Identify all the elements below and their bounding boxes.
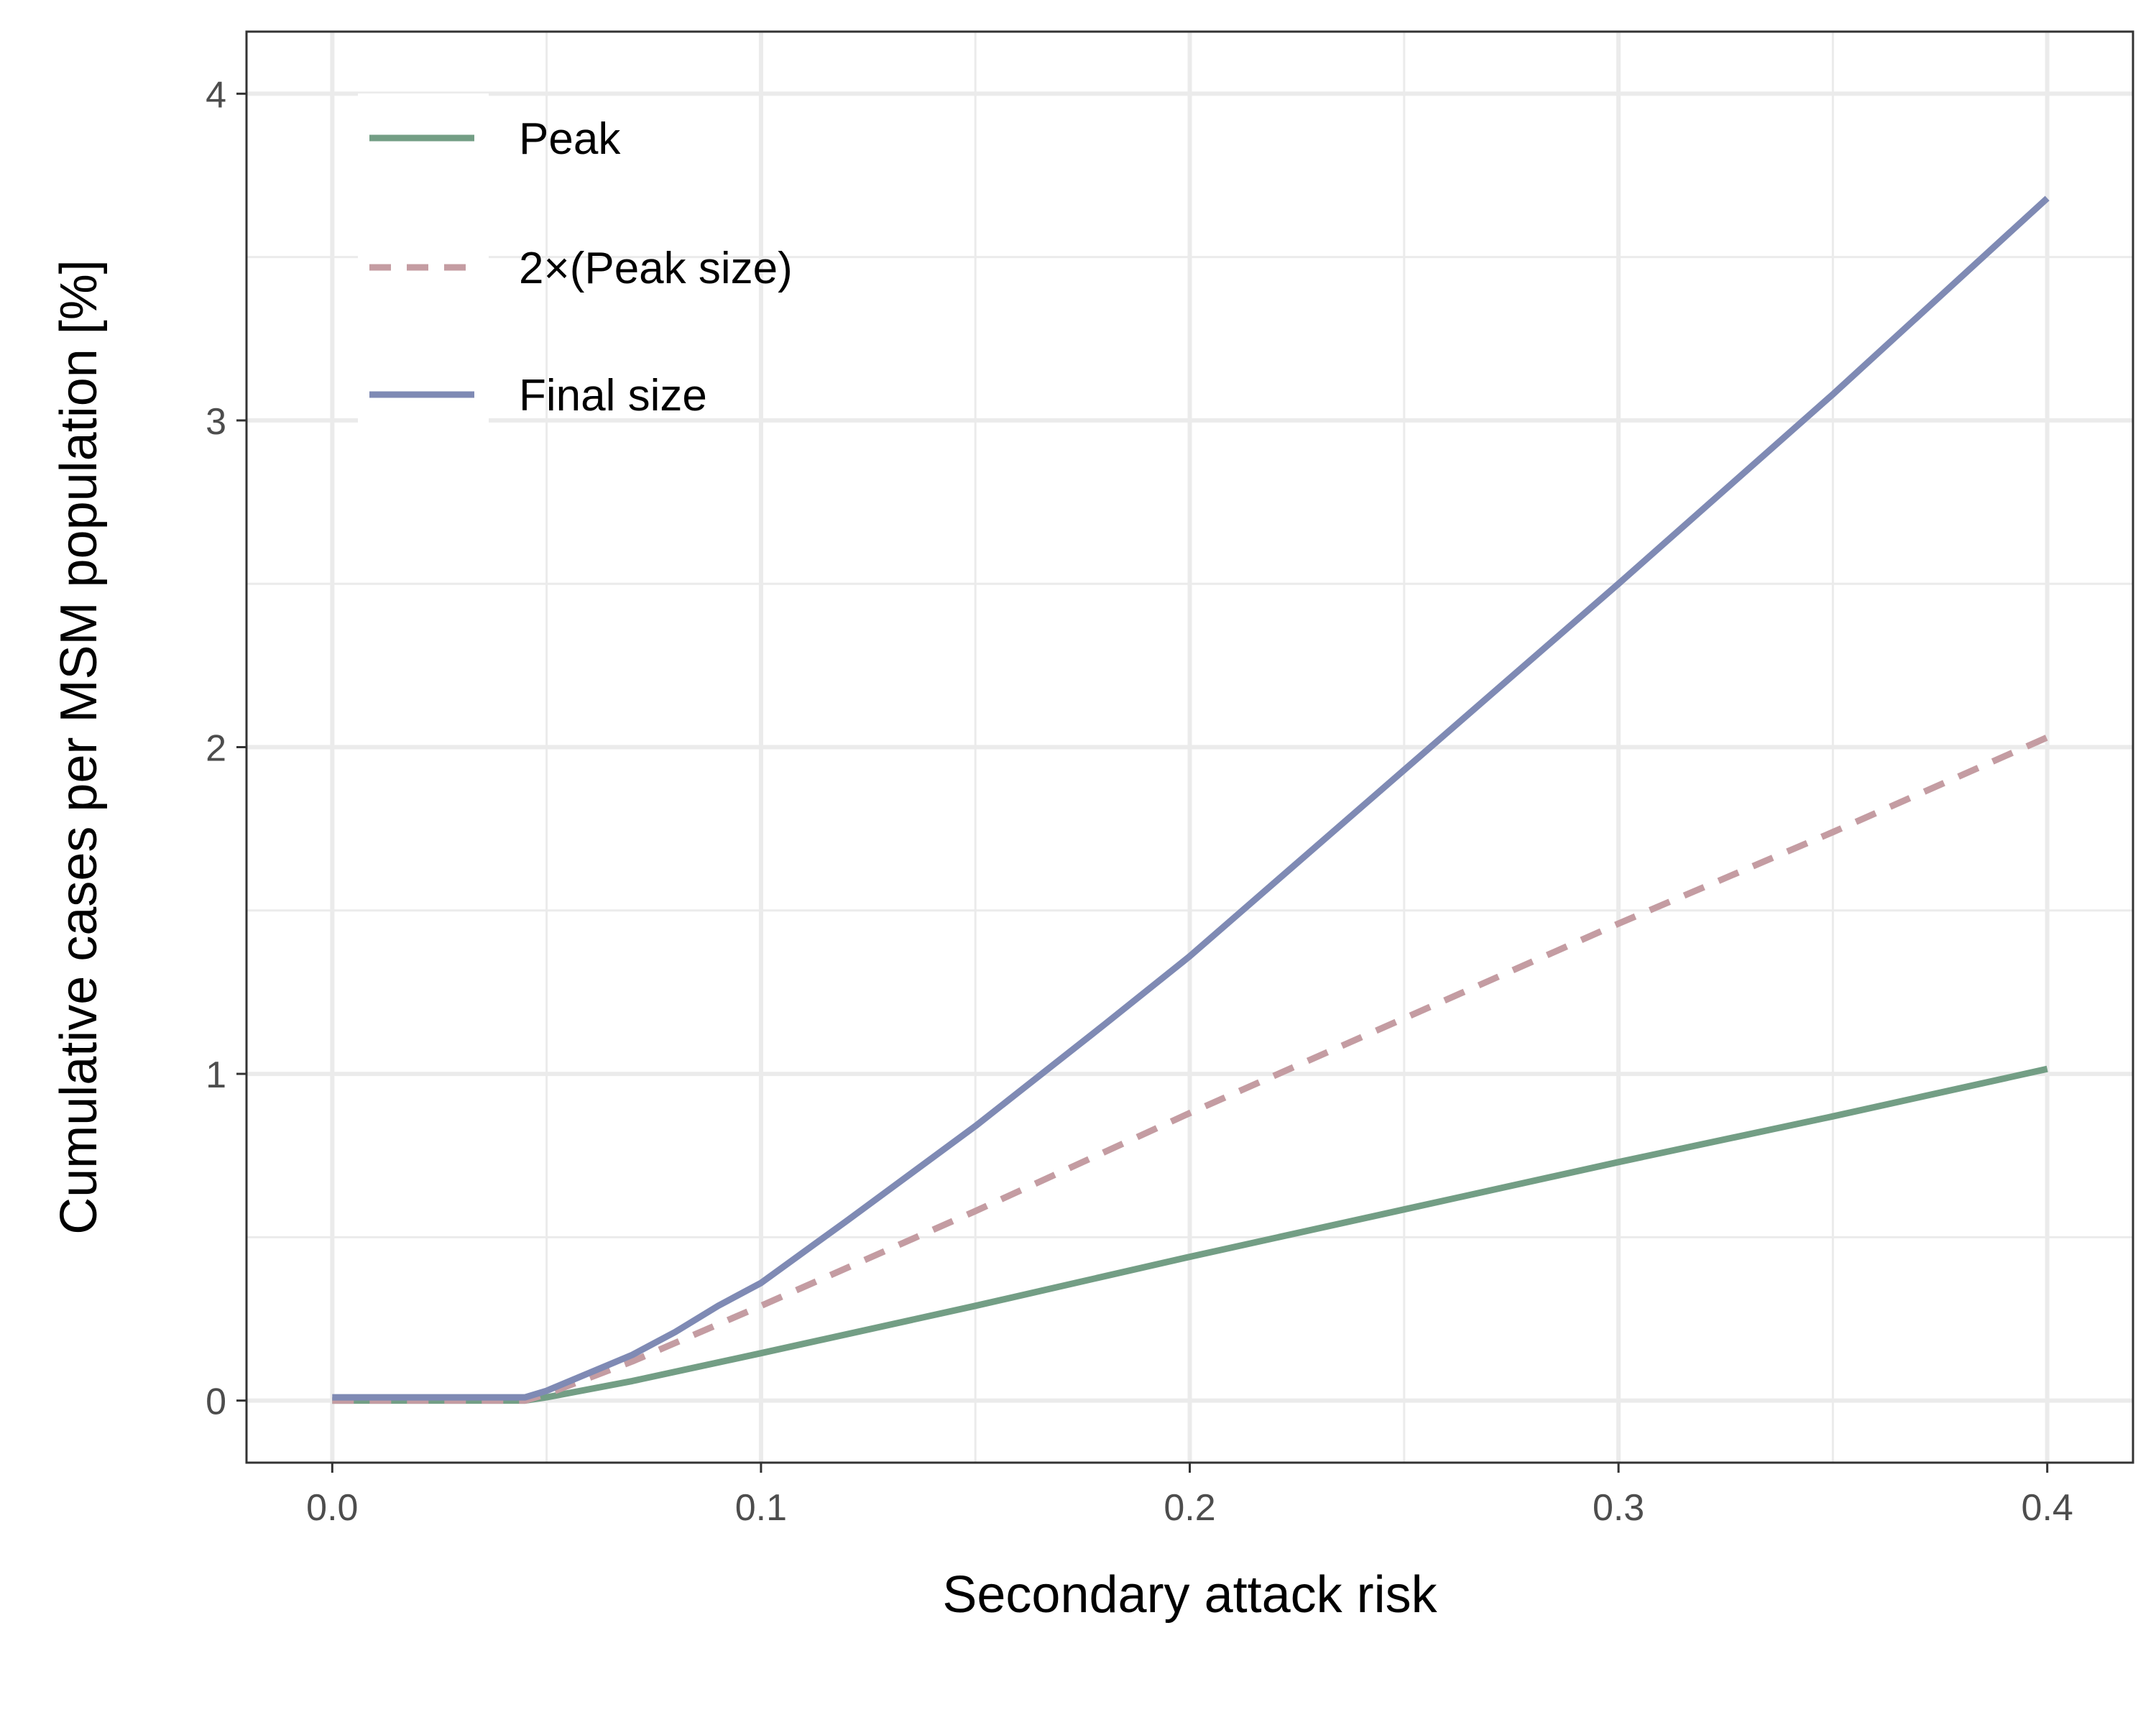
y-tick-label: 3 bbox=[206, 401, 226, 443]
y-tick-label: 2 bbox=[206, 728, 226, 770]
series-lines bbox=[332, 196, 2050, 1404]
y-tick-label: 4 bbox=[206, 74, 226, 116]
series-line-3 bbox=[332, 196, 2050, 1401]
y-tick-label: 1 bbox=[206, 1054, 226, 1096]
y-axis-title: Cumulative cases per MSM population [%] bbox=[50, 259, 108, 1235]
legend-key-background bbox=[358, 93, 489, 431]
legend-label-1: Peak bbox=[519, 114, 621, 164]
x-axis-ticks: 0.0 0.1 0.2 0.3 0.4 bbox=[306, 1463, 2073, 1529]
legend: Peak 2×(Peak size) Final size bbox=[358, 93, 793, 431]
x-axis-title: Secondary attack risk bbox=[942, 1566, 1437, 1624]
y-axis-ticks: 0 1 2 3 4 bbox=[206, 74, 247, 1423]
x-tick-label: 0.4 bbox=[2022, 1487, 2073, 1529]
y-tick-label: 0 bbox=[206, 1381, 226, 1423]
legend-label-2: 2×(Peak size) bbox=[519, 244, 793, 293]
x-tick-label: 0.1 bbox=[735, 1487, 787, 1529]
grid-major bbox=[247, 32, 2133, 1463]
x-tick-label: 0.3 bbox=[1593, 1487, 1644, 1529]
x-tick-label: 0.0 bbox=[306, 1487, 358, 1529]
legend-label-3: Final size bbox=[519, 371, 707, 420]
x-tick-label: 0.2 bbox=[1164, 1487, 1215, 1529]
